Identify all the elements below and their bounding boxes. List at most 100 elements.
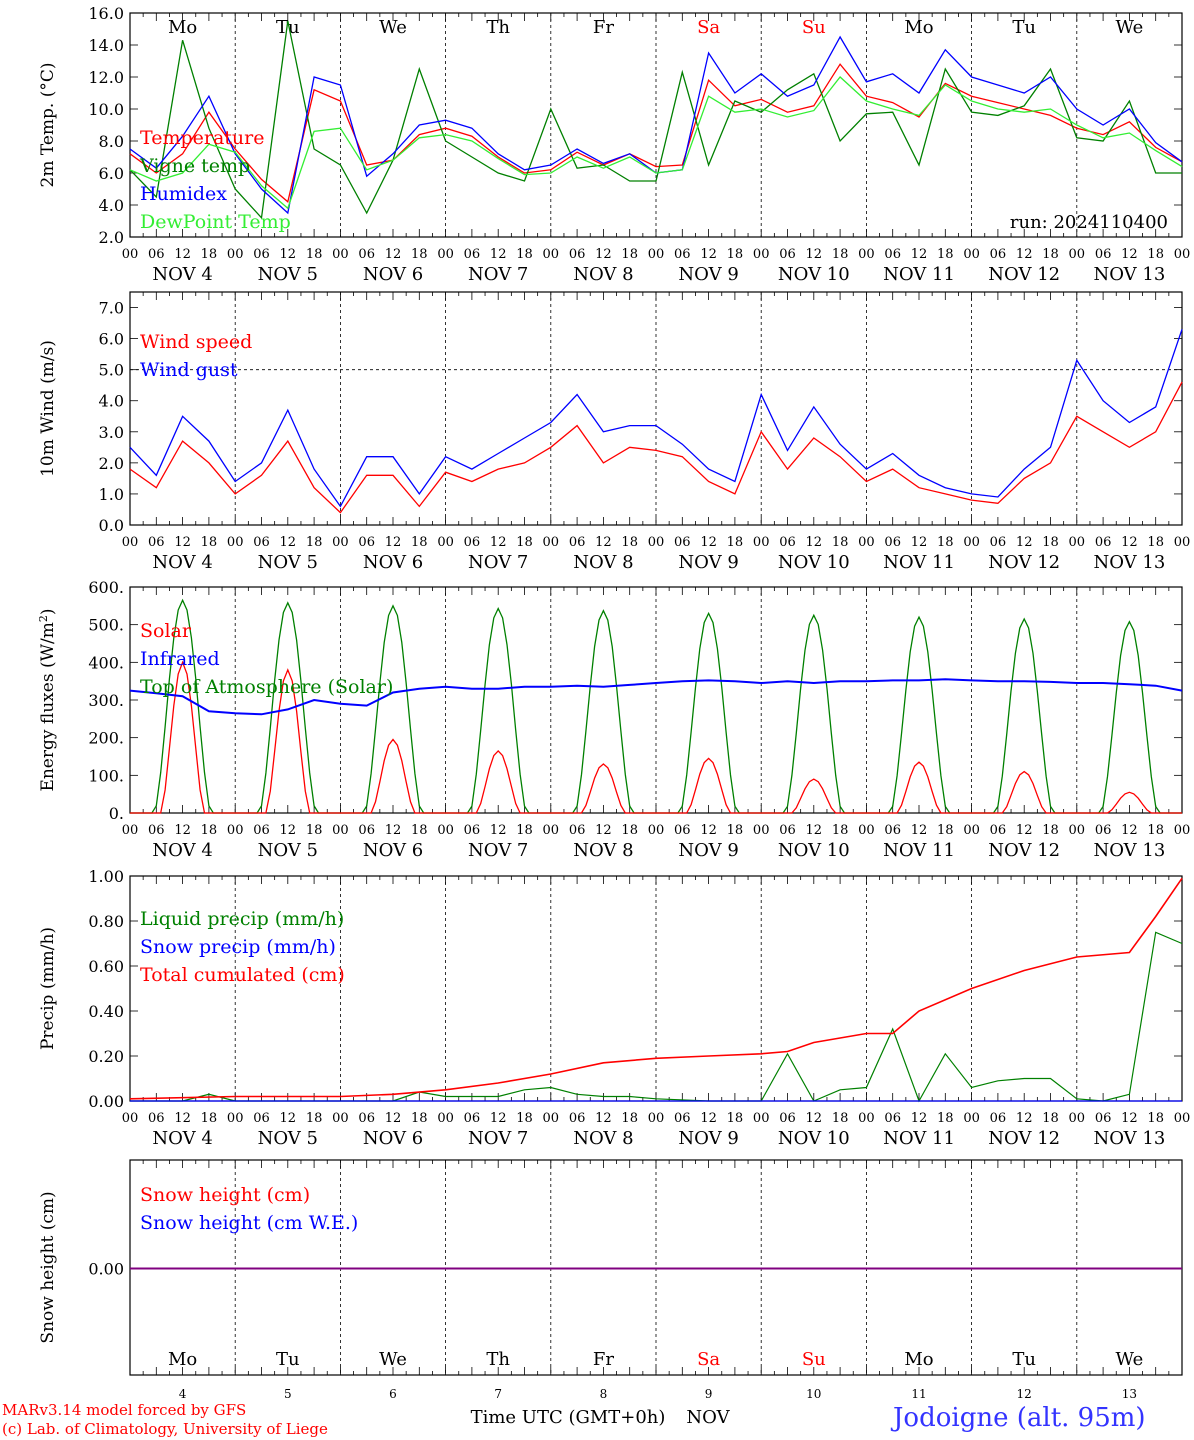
date-label: NOV 10: [778, 264, 850, 285]
legend-entry: Snow height (cm): [140, 1184, 310, 1206]
hour-tick-label: 00: [648, 535, 665, 550]
hour-tick-label: 00: [753, 823, 770, 838]
y-tick-label: 2.0: [99, 454, 124, 473]
day-name: Mo: [168, 17, 197, 38]
series-total-cumulated-cm-: [129, 877, 1183, 1100]
hour-tick-label: 12: [806, 247, 823, 262]
hour-tick-label: 12: [280, 823, 297, 838]
hour-tick-label: 12: [911, 535, 928, 550]
day-number: 6: [389, 1387, 397, 1401]
hour-tick-label: 18: [411, 535, 428, 550]
hour-tick-label: 12: [490, 1111, 507, 1126]
date-label: NOV 10: [778, 840, 850, 861]
day-name: Mo: [168, 1349, 197, 1370]
hour-tick-label: 00: [122, 535, 139, 550]
hour-tick-label: 12: [280, 1111, 297, 1126]
hour-tick-label: 00: [1174, 247, 1191, 262]
date-label: NOV 9: [678, 1128, 738, 1149]
hour-tick-label: 12: [385, 823, 402, 838]
date-label: NOV 13: [1093, 552, 1165, 573]
y-tick-label: 0.0: [99, 516, 124, 535]
hour-tick-label: 06: [884, 823, 901, 838]
date-label: NOV 8: [573, 264, 633, 285]
day-number: 12: [1017, 1387, 1032, 1401]
y-tick-label: 0.00: [88, 1260, 124, 1279]
day-number: 7: [494, 1387, 502, 1401]
hour-tick-label: 00: [227, 247, 244, 262]
hour-tick-label: 18: [727, 1111, 744, 1126]
legend-entry: Liquid precip (mm/h): [140, 908, 344, 930]
y-axis-title: 2m Temp. (°C): [38, 62, 58, 187]
date-label: NOV 11: [883, 1128, 955, 1149]
series-solar: [130, 660, 1182, 814]
hour-tick-label: 12: [1121, 247, 1138, 262]
hour-tick-label: 06: [148, 247, 165, 262]
hour-tick-label: 06: [990, 247, 1007, 262]
y-axis-title: Precip (mm/h): [38, 927, 58, 1050]
day-number: 5: [284, 1387, 292, 1401]
hour-tick-label: 12: [806, 1111, 823, 1126]
date-label: NOV 7: [468, 552, 528, 573]
hour-tick-label: 06: [779, 535, 796, 550]
date-label: NOV 5: [258, 264, 318, 285]
day-name: Th: [486, 17, 510, 38]
hour-tick-label: 12: [1016, 823, 1033, 838]
day-name: Th: [486, 1349, 510, 1370]
date-label: NOV 5: [258, 1128, 318, 1149]
hour-tick-label: 12: [806, 823, 823, 838]
day-name: Tu: [276, 17, 300, 38]
hour-tick-label: 06: [253, 247, 270, 262]
hour-tick-label: 06: [779, 1111, 796, 1126]
date-label: NOV 4: [152, 840, 212, 861]
hour-tick-label: 18: [411, 247, 428, 262]
hour-tick-label: 06: [674, 247, 691, 262]
hour-tick-label: 18: [1147, 1111, 1164, 1126]
superscript: 2: [37, 615, 50, 622]
hour-tick-label: 18: [516, 535, 533, 550]
hour-tick-label: 18: [201, 1111, 218, 1126]
date-label: NOV 10: [778, 552, 850, 573]
plot-frame-0: [129, 12, 1183, 238]
hour-tick-label: 06: [569, 823, 586, 838]
hour-tick-label: 18: [1042, 1111, 1059, 1126]
date-label: NOV 8: [573, 552, 633, 573]
series-vigne-temp: [129, 20, 1182, 220]
hour-tick-label: 06: [1095, 1111, 1112, 1126]
hour-tick-label: 18: [516, 247, 533, 262]
hour-tick-label: 18: [1147, 823, 1164, 838]
y-tick-label: 7.0: [99, 299, 124, 318]
hour-tick-label: 06: [253, 535, 270, 550]
day-name: We: [379, 1349, 407, 1370]
y-tick-label: 6.0: [99, 164, 124, 183]
hour-tick-label: 00: [332, 823, 349, 838]
hour-tick-label: 06: [148, 535, 165, 550]
date-label: NOV 6: [363, 840, 423, 861]
hour-tick-label: 00: [332, 247, 349, 262]
y-tick-label: 4.0: [99, 196, 124, 215]
hour-tick-label: 18: [306, 535, 323, 550]
y-tick-label: 3.0: [99, 423, 124, 442]
hour-tick-label: 06: [1095, 823, 1112, 838]
hour-tick-label: 06: [884, 247, 901, 262]
day-name: Mo: [904, 1349, 933, 1370]
y-tick-label: 300.: [88, 691, 124, 710]
hour-tick-label: 06: [148, 823, 165, 838]
date-label: NOV 9: [678, 840, 738, 861]
legend-entry: Vigne temp: [139, 155, 250, 177]
hour-tick-label: 00: [437, 247, 454, 262]
legend-entry: Total cumulated (cm): [140, 964, 345, 986]
hour-tick-label: 12: [700, 247, 717, 262]
hour-tick-label: 18: [937, 535, 954, 550]
hour-tick-label: 00: [332, 535, 349, 550]
hour-tick-label: 18: [306, 247, 323, 262]
y-tick-label: 0.00: [88, 1092, 124, 1111]
date-label: NOV 8: [573, 1128, 633, 1149]
date-label: NOV 11: [883, 552, 955, 573]
date-label: NOV 12: [988, 552, 1060, 573]
hour-tick-label: 12: [280, 247, 297, 262]
y-tick-label: 100.: [88, 766, 124, 785]
hour-tick-label: 12: [595, 823, 612, 838]
date-label: NOV 13: [1093, 840, 1165, 861]
hour-tick-label: 06: [1095, 535, 1112, 550]
hour-tick-label: 18: [201, 535, 218, 550]
